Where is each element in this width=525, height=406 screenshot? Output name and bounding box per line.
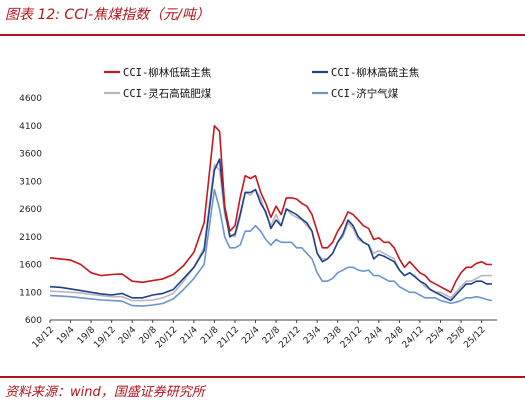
legend-label: CCI-柳林低硫主焦 bbox=[123, 66, 212, 79]
legend-label: CCI-济宁气煤 bbox=[331, 87, 399, 100]
series-line-3 bbox=[49, 163, 492, 302]
x-tick-label: 20/4 bbox=[117, 325, 139, 347]
cci-coking-coal-chart: CCI-柳林低硫主焦 CCI-柳林高硫主焦 CCI-灵石高硫肥煤 CCI-济宁气煤 6… bbox=[19, 66, 497, 350]
series-line-2 bbox=[49, 158, 492, 302]
source-rule bbox=[0, 376, 525, 378]
x-tick-label: 23/4 bbox=[302, 325, 324, 347]
y-tick-label: 4600 bbox=[19, 94, 42, 104]
x-tick-label: 25/12 bbox=[462, 325, 487, 350]
x-tick-label: 19/12 bbox=[92, 325, 117, 350]
y-axis-ticks: 600 1100 1600 2100 2600 3100 3600 4100 4600 bbox=[19, 94, 42, 326]
x-tick-label: 20/12 bbox=[154, 325, 179, 350]
y-tick-label: 2100 bbox=[19, 233, 42, 243]
y-tick-label: 4100 bbox=[19, 122, 42, 132]
chart-legend: CCI-柳林低硫主焦 CCI-柳林高硫主焦 CCI-灵石高硫肥煤 CCI-济宁气煤 bbox=[104, 66, 420, 100]
y-tick-label: 1600 bbox=[19, 261, 42, 271]
y-tick-label: 3600 bbox=[19, 150, 42, 160]
figure-title: 图表 12: CCI-焦煤指数（元/吨） bbox=[5, 7, 210, 23]
x-tick-label: 22/12 bbox=[277, 325, 302, 350]
x-tick-label: 18/12 bbox=[31, 325, 56, 350]
series-line-4 bbox=[49, 188, 493, 307]
series-lines bbox=[49, 125, 493, 307]
x-tick-label: 21/12 bbox=[216, 325, 241, 350]
source-note: 资料来源：wind，国盛证券研究所 bbox=[5, 385, 205, 400]
legend-label: CCI-灵石高硫肥煤 bbox=[123, 87, 212, 100]
x-tick-label: 22/4 bbox=[240, 325, 262, 347]
series-line-1 bbox=[49, 125, 492, 294]
x-axis-ticks: 18/12 19/4 19/819/12 20/4 20/820/12 21/4 21/82… bbox=[31, 320, 488, 350]
x-tick-label: 21/4 bbox=[179, 325, 201, 347]
x-tick-label: 24/4 bbox=[364, 325, 386, 347]
y-tick-label: 600 bbox=[25, 316, 42, 326]
y-tick-label: 2600 bbox=[19, 205, 42, 215]
x-tick-label: 24/12 bbox=[401, 325, 426, 350]
y-tick-label: 3100 bbox=[19, 177, 42, 187]
legend-label: CCI-柳林高硫主焦 bbox=[331, 66, 420, 79]
x-tick-label: 19/4 bbox=[55, 325, 77, 347]
x-tick-label: 25/4 bbox=[425, 325, 447, 347]
title-rule bbox=[0, 34, 525, 36]
x-tick-label: 23/12 bbox=[339, 325, 364, 350]
y-tick-label: 1100 bbox=[19, 288, 42, 298]
